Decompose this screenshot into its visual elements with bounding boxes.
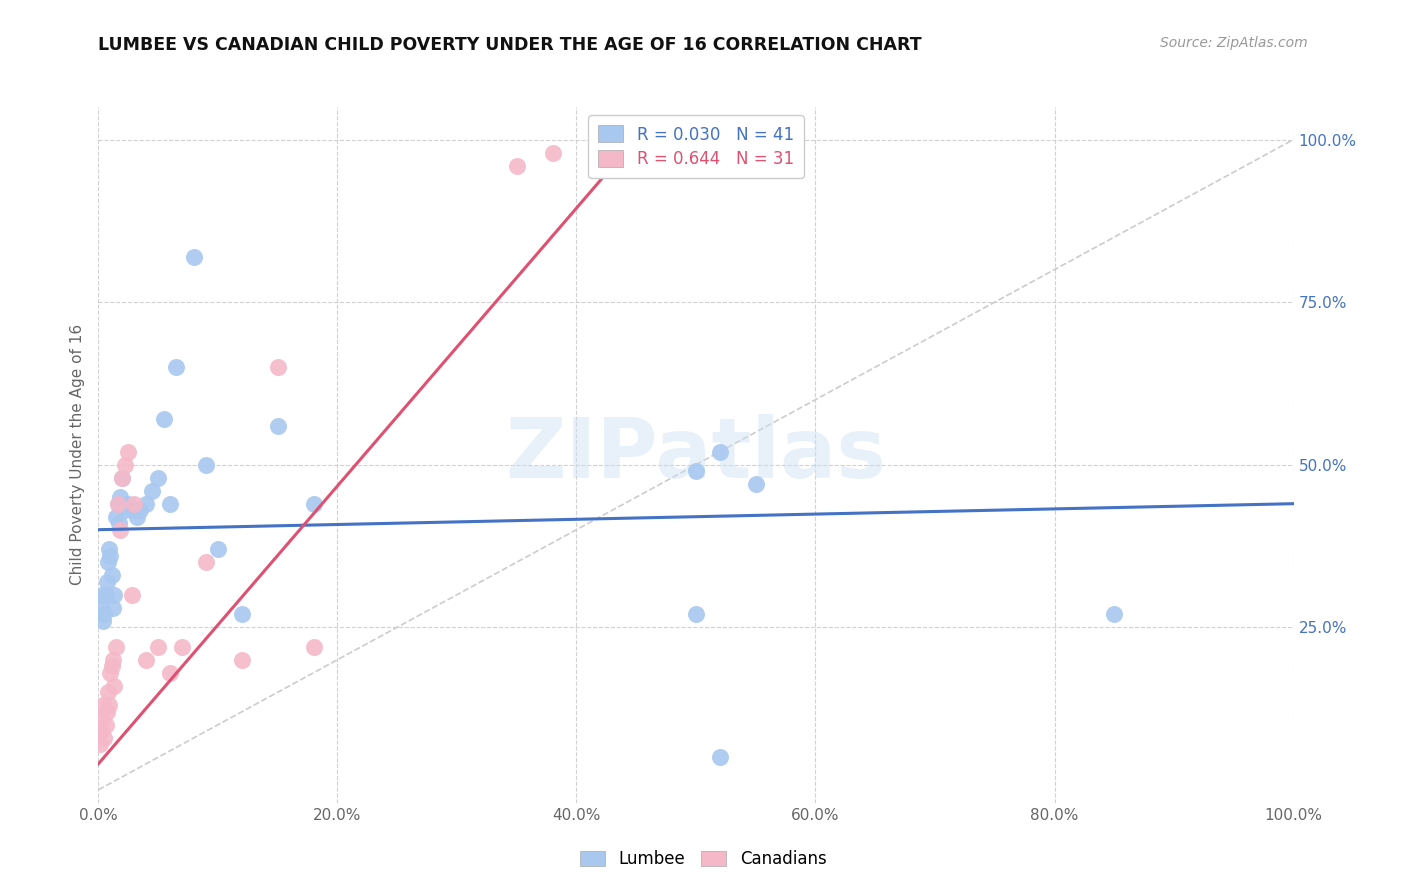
Legend: R = 0.030   N = 41, R = 0.644   N = 31: R = 0.030 N = 41, R = 0.644 N = 31 (588, 115, 804, 178)
Point (745, 477, 768, 491)
Point (111, 471, 134, 485)
Point (195, 458, 218, 472)
Point (98, 549, 122, 563)
Point (98, 698, 121, 713)
Point (135, 497, 157, 511)
Point (98, 665, 122, 680)
Point (302, 640, 325, 654)
Point (267, 360, 290, 375)
Point (207, 542, 229, 557)
Point (114, 458, 136, 472)
Point (101, 653, 124, 667)
Point (141, 483, 163, 498)
Point (97, 685, 120, 699)
Point (117, 497, 139, 511)
Point (121, 503, 143, 517)
Point (103, 588, 125, 602)
Point (129, 503, 152, 517)
Point (117, 444, 139, 458)
Point (94, 588, 117, 602)
Point (107, 497, 129, 511)
Point (709, 750, 731, 764)
Point (1104, 607, 1126, 622)
Point (90, 724, 112, 739)
Point (105, 509, 128, 524)
Point (93, 731, 115, 745)
Point (91, 698, 114, 713)
Point (159, 665, 181, 680)
Point (302, 497, 325, 511)
Point (121, 588, 143, 602)
Point (165, 360, 187, 375)
Point (91, 711, 114, 725)
Point (94, 718, 117, 732)
Point (231, 653, 253, 667)
Point (101, 600, 124, 615)
Point (93, 607, 115, 622)
Point (267, 418, 290, 433)
Point (103, 679, 125, 693)
Y-axis label: Child Poverty Under the Age of 16: Child Poverty Under the Age of 16 (69, 325, 84, 585)
Point (153, 412, 176, 426)
Point (709, 444, 731, 458)
Text: Source: ZipAtlas.com: Source: ZipAtlas.com (1160, 36, 1308, 50)
Point (183, 250, 205, 264)
Point (100, 659, 122, 673)
Text: LUMBEE VS CANADIAN CHILD POVERTY UNDER THE AGE OF 16 CORRELATION CHART: LUMBEE VS CANADIAN CHILD POVERTY UNDER T… (98, 36, 922, 54)
Point (89, 737, 111, 751)
Point (125, 509, 148, 524)
Point (148, 471, 170, 485)
Point (100, 568, 122, 582)
Point (195, 555, 218, 569)
Point (159, 497, 181, 511)
Point (108, 490, 131, 504)
Point (114, 503, 136, 517)
Point (124, 503, 146, 517)
Point (124, 497, 146, 511)
Point (231, 607, 253, 622)
Point (108, 523, 131, 537)
Point (96, 574, 118, 589)
Point (685, 464, 707, 478)
Point (107, 497, 129, 511)
Point (105, 640, 128, 654)
Point (90, 600, 112, 615)
Point (148, 640, 170, 654)
Point (91, 588, 114, 602)
Point (685, 607, 707, 622)
Point (107, 516, 129, 531)
Point (97, 555, 120, 569)
Text: ZIPatlas: ZIPatlas (506, 415, 886, 495)
Point (111, 471, 134, 485)
Point (98, 542, 121, 557)
Point (135, 653, 157, 667)
Point (541, 145, 564, 160)
Point (506, 159, 529, 173)
Point (172, 640, 194, 654)
Legend: Lumbee, Canadians: Lumbee, Canadians (572, 844, 834, 875)
Point (91, 614, 114, 628)
Point (96, 705, 118, 719)
